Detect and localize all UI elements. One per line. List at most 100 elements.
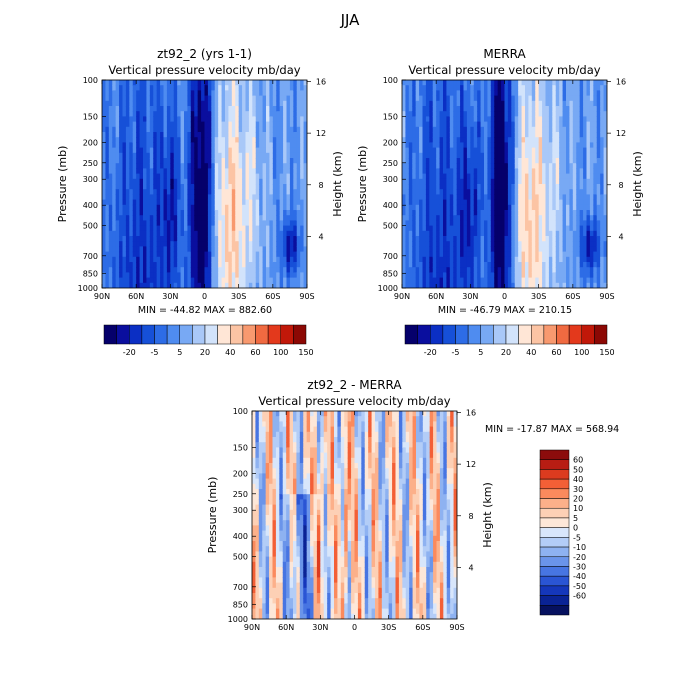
heatmap-cell <box>255 80 260 86</box>
heatmap-cell <box>583 80 588 86</box>
heatmap-cell <box>214 147 219 154</box>
heatmap-cell <box>225 277 230 284</box>
heatmap-cell <box>105 256 110 263</box>
heatmap-cell <box>139 241 144 247</box>
heatmap-cell <box>569 236 574 242</box>
heatmap-cell <box>569 282 574 288</box>
heatmap-cell <box>238 189 243 195</box>
heatmap-cell <box>132 132 137 138</box>
heatmap-cell <box>596 147 601 154</box>
heatmap-cell <box>238 100 243 107</box>
heatmap-cell <box>422 173 427 180</box>
heatmap-cell <box>436 236 441 242</box>
heatmap-cell <box>504 210 509 216</box>
heatmap-cell <box>466 199 471 206</box>
heatmap-cell <box>146 80 151 86</box>
heatmap-cell <box>201 132 206 138</box>
heatmap-cell <box>211 132 216 138</box>
heatmap-cell <box>105 85 110 91</box>
heatmap-cell <box>402 230 407 237</box>
heatmap-cell <box>252 447 257 454</box>
heatmap-cell <box>603 277 607 284</box>
heatmap-cell <box>180 256 185 263</box>
heatmap-cell <box>112 85 117 91</box>
heatmap-cell <box>235 215 240 221</box>
heatmap-cell <box>538 256 543 263</box>
heatmap-cell <box>490 100 495 107</box>
heatmap-cell <box>514 189 519 195</box>
heatmap-cell <box>115 163 120 169</box>
heatmap-cell <box>207 256 212 263</box>
heatmap-cell <box>177 158 182 164</box>
heatmap-cell <box>228 137 233 143</box>
heatmap-cell <box>248 277 253 284</box>
heatmap-cell <box>425 184 430 190</box>
heatmap-cell <box>218 236 223 242</box>
heatmap-cell <box>453 210 458 216</box>
heatmap-cell <box>279 184 284 190</box>
heatmap-cell <box>589 173 594 180</box>
heatmap-cell <box>460 189 465 195</box>
heatmap-cell <box>439 225 444 232</box>
heatmap-cell <box>300 256 305 263</box>
heatmap-cell <box>514 126 519 133</box>
heatmap-cell <box>576 256 581 263</box>
heatmap-cell <box>436 210 441 216</box>
heatmap-cell <box>272 137 277 143</box>
heatmap-cell <box>146 85 151 91</box>
heatmap-cell <box>132 236 137 242</box>
heatmap-cell <box>289 90 294 97</box>
heatmap-cell <box>235 147 240 154</box>
heatmap-cell <box>460 272 465 279</box>
heatmap-cell <box>566 246 571 253</box>
heatmap-cell <box>296 142 301 149</box>
heatmap-cell <box>518 116 523 123</box>
heatmap-cell <box>501 173 506 180</box>
heatmap-cell <box>494 246 499 253</box>
heatmap-cell <box>446 106 451 112</box>
heatmap-cell <box>170 267 175 273</box>
heatmap-cell <box>589 267 594 273</box>
heatmap-cell <box>272 262 277 268</box>
heatmap-cell <box>569 199 574 206</box>
heatmap-cell <box>122 241 127 247</box>
heatmap-cell <box>146 158 151 164</box>
heatmap-cell <box>146 116 151 123</box>
heatmap-cell <box>276 215 281 221</box>
heatmap-cell <box>122 152 127 159</box>
heatmap-cell <box>511 215 516 221</box>
heatmap-cell <box>187 137 192 143</box>
heatmap-cell <box>115 210 120 216</box>
heatmap-cell <box>262 116 267 123</box>
heatmap-cell <box>180 199 185 206</box>
heatmap-cell <box>535 189 540 195</box>
heatmap-cell <box>408 267 413 273</box>
heatmap-cell <box>262 204 267 211</box>
heatmap-cell <box>480 267 485 273</box>
heatmap-cell <box>197 132 202 138</box>
heatmap-cell <box>559 210 564 216</box>
heatmap-cell <box>259 95 264 102</box>
heatmap-cell <box>436 173 441 180</box>
heatmap-cell <box>415 100 420 107</box>
heatmap-cell <box>545 236 550 242</box>
y-tick-label: 200 <box>383 139 398 148</box>
heatmap-cell <box>518 194 523 201</box>
heatmap-cell <box>283 158 288 164</box>
heatmap-cell <box>545 272 550 279</box>
heatmap-cell <box>449 220 454 227</box>
heatmap-cell <box>105 199 110 206</box>
heatmap-cell <box>262 184 267 190</box>
heatmap-cell <box>559 178 564 185</box>
heatmap-cell <box>303 215 307 221</box>
heatmap-cell <box>300 132 305 138</box>
heatmap-cell <box>542 267 547 273</box>
heatmap-cell <box>429 178 434 185</box>
heatmap-cell <box>296 199 301 206</box>
heatmap-cell <box>245 178 250 185</box>
heatmap-cell <box>225 220 230 227</box>
heatmap-cell <box>449 246 454 253</box>
heatmap-cell <box>204 116 209 123</box>
heatmap-cell <box>201 241 206 247</box>
heatmap-cell <box>477 111 482 117</box>
